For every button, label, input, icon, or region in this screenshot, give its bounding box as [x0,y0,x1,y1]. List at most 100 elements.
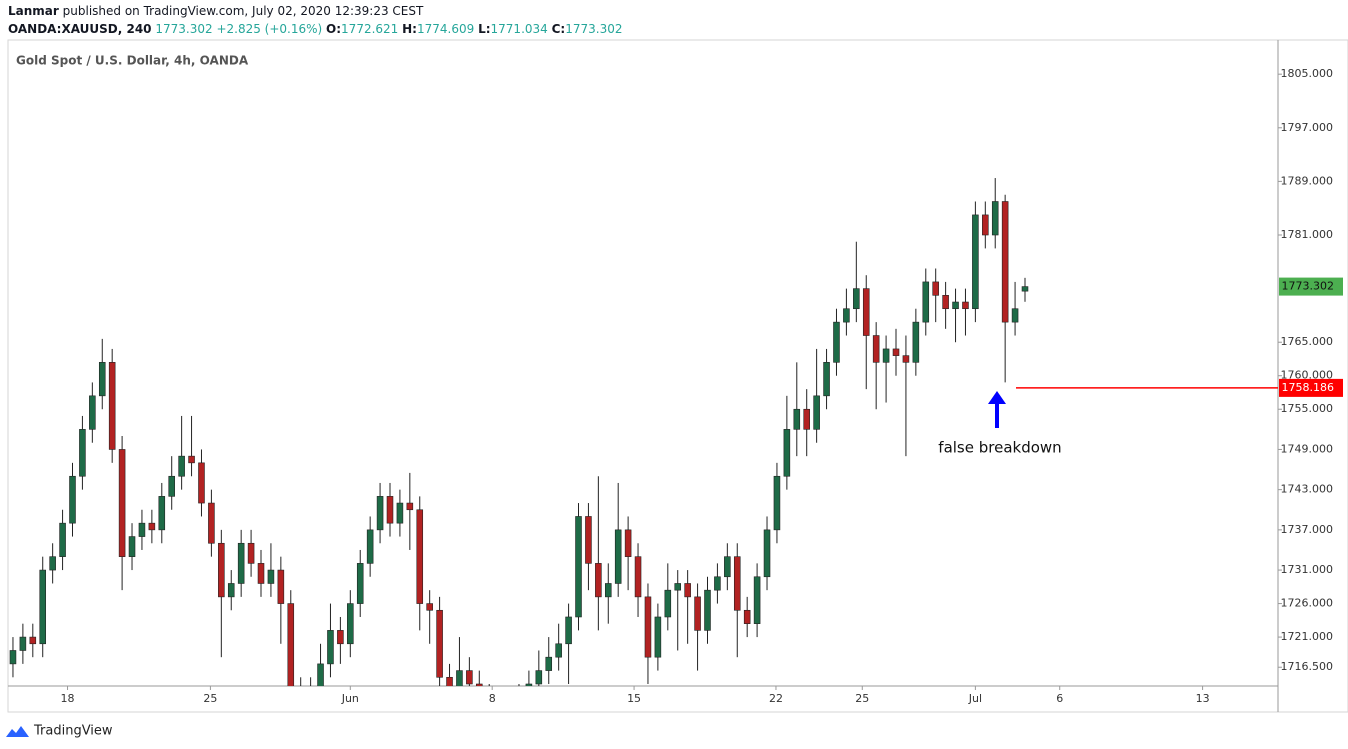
candle-body [178,455,185,477]
candle-body [982,214,989,236]
x-tick-label: Jun [341,692,359,705]
candle-body [39,569,47,645]
candle-body [148,522,156,531]
candle-body [1011,308,1019,323]
candle-body [644,596,652,658]
candle-body [624,529,632,557]
x-tick-label: Jul [968,692,982,705]
publish-line: Lanmar published on TradingView.com, Jul… [8,4,423,18]
annotation: false breakdown [938,439,1061,457]
candle-body [386,496,394,524]
y-tick-label: 1805.000 [1281,67,1334,80]
candle-body [298,691,304,698]
candle-body [743,609,751,624]
candle-body [138,522,146,537]
candle-body [49,556,56,571]
candle-body [634,556,642,598]
y-tick-label: 1737.000 [1281,523,1334,536]
x-tick-label: 8 [489,692,496,705]
y-tick-label: 1765.000 [1281,335,1334,348]
x-tick-label: 6 [1056,692,1063,705]
y-tick-label: 1721.000 [1281,630,1334,643]
candle-body [327,630,334,665]
candle-body [287,603,295,686]
candle-body [565,616,572,645]
y-tick-label: 1760.000 [1281,369,1334,382]
candle-body [516,697,522,704]
quote-line: OANDA:XAUUSD, 240 1773.302 +2.825 (+0.16… [8,22,623,36]
candle-body [317,663,324,686]
candle-body [356,563,364,604]
candle-body [575,516,582,618]
candle-body [932,281,939,296]
o-value: 1772.621 [341,22,399,36]
brand: TradingView [33,724,113,739]
candle-body [308,691,314,698]
y-tick-label: 1743.000 [1281,483,1334,496]
candle-body [1021,286,1029,292]
x-tick-label: 25 [855,692,869,705]
level-label: 1758.186 [1282,381,1335,394]
candle-body [158,496,166,531]
candle-body [218,542,225,598]
candle-body [59,522,66,557]
author: Lanmar [8,4,59,18]
y-tick-label: 1781.000 [1281,228,1334,241]
candle-body [446,676,453,686]
candle-body [585,516,592,564]
x-tick-label: 13 [1196,692,1210,705]
x-tick-label: 18 [61,692,75,705]
candle-body [108,362,116,450]
candle-body [337,630,344,645]
candle-body [416,509,424,604]
candle-body [902,355,910,363]
published: published on TradingView.com, July 02, 2… [62,4,424,18]
candle-body [267,569,275,584]
candle-body [535,670,543,685]
last: 1773.302 [155,22,213,36]
candle-body [823,362,830,397]
candle-body [882,348,890,363]
candle-body [793,408,801,430]
symbol: OANDA:XAUUSD, 240 [8,22,152,36]
candle-body [952,301,959,310]
candle-body [853,288,860,310]
frame [7,39,1348,713]
candle-body [366,529,374,564]
y-tick-label: 1716.500 [1281,660,1334,673]
candle-body [674,583,682,591]
candle-body [991,201,999,236]
candle-body [555,643,562,658]
y-tick-label: 1755.000 [1281,402,1334,415]
candle-body [79,429,86,477]
candle-body [942,295,949,310]
candle-body [9,650,17,665]
candle-body [664,589,672,618]
candle-body [843,308,850,323]
x-tick-label: 15 [627,692,641,705]
candle-body [733,556,741,611]
candle-body [972,214,979,310]
chart-title: Gold Spot / U.S. Dollar, 4h, OANDA [16,54,249,68]
candle-body [912,321,920,363]
y-tick-label: 1797.000 [1281,121,1334,134]
candle-body [128,536,136,557]
candle-body [506,704,512,711]
candle-body [257,563,265,584]
level-label-box [1279,378,1343,397]
candle-body [376,496,384,531]
candle-body [466,670,473,685]
candle-body [69,475,76,524]
candle-body [892,348,900,356]
candle-body [922,281,930,323]
y-tick-label: 1749.000 [1281,442,1334,455]
candle-body [604,583,612,598]
candle-body [496,704,502,711]
candle-body [168,475,175,497]
candle-body [277,569,285,604]
candle-body [714,576,721,591]
candle-body [595,563,602,598]
price-label-box [1279,277,1343,296]
